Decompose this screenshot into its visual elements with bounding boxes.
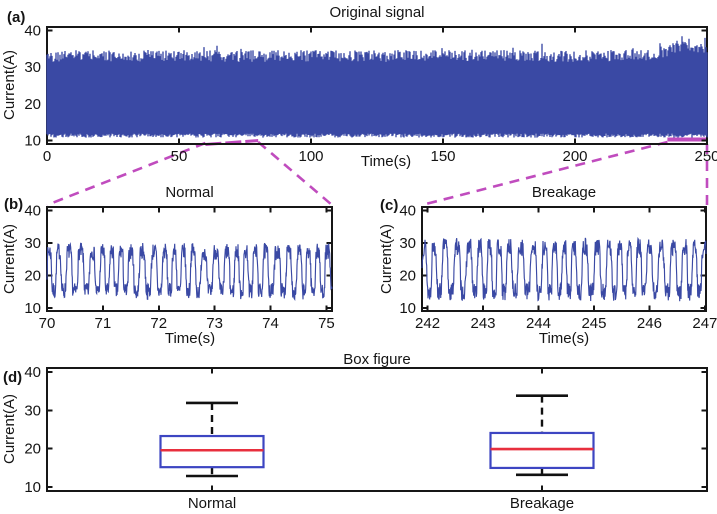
x-tick-label: 74 bbox=[262, 315, 279, 332]
y-tick-label: 10 bbox=[24, 300, 41, 317]
category-label: Normal bbox=[188, 495, 236, 512]
y-tick-label: 40 bbox=[399, 202, 416, 219]
axes-frame bbox=[46, 367, 708, 492]
y-tick-label: 30 bbox=[399, 235, 416, 252]
x-tick-label: 50 bbox=[171, 148, 188, 165]
y-tick-label: 10 bbox=[24, 132, 41, 149]
subplot-a: 0 50 100 150 200 250 10 20 30 40 Original signal Cu… bbox=[1, 4, 717, 170]
x-axis-label: Time(s) bbox=[361, 153, 411, 170]
y-axis-label: Current(A) bbox=[1, 50, 18, 120]
y-tick-label: 20 bbox=[24, 441, 41, 458]
subplot-title: Breakage bbox=[532, 184, 596, 201]
boxplot-breakage bbox=[489, 394, 595, 477]
subplot-title: Box figure bbox=[343, 351, 411, 368]
y-tick-label: 20 bbox=[24, 96, 41, 113]
panel-label-c: (c) bbox=[380, 197, 398, 214]
x-tick-label: 71 bbox=[95, 315, 112, 332]
panel-label-b: (b) bbox=[4, 196, 23, 213]
panel-label-d: (d) bbox=[3, 369, 22, 386]
subplot-c: 242 243 244 245 246 247 10 20 30 40 Breakage Curren… bbox=[378, 184, 717, 347]
boxplot-normal bbox=[159, 401, 265, 478]
x-tick-label: 244 bbox=[526, 315, 551, 332]
x-tick-label: 100 bbox=[298, 148, 323, 165]
y-axis-label: Current(A) bbox=[1, 224, 18, 294]
y-axis-label: Current(A) bbox=[378, 224, 395, 294]
y-tick-label: 30 bbox=[24, 235, 41, 252]
x-tick-label: 243 bbox=[471, 315, 496, 332]
subplot-d: 10 20 30 40 Box figure Current(A) (d) Normal Bre… bbox=[1, 351, 708, 512]
y-tick-label: 40 bbox=[24, 202, 41, 219]
signal-trace-c bbox=[421, 236, 707, 302]
callout-dash-line bbox=[421, 140, 668, 207]
x-tick-label: 246 bbox=[637, 315, 662, 332]
axes-frame bbox=[421, 206, 707, 312]
x-tick-label: 200 bbox=[562, 148, 587, 165]
x-axis-label: Time(s) bbox=[165, 330, 215, 347]
signal-trace-b bbox=[46, 242, 333, 302]
x-tick-label: 247 bbox=[692, 315, 717, 332]
subplot-b: 70 71 72 73 74 75 10 20 30 40 Normal Current(A) Time… bbox=[1, 184, 335, 347]
x-tick-label: 75 bbox=[318, 315, 335, 332]
iqr-box bbox=[159, 434, 265, 469]
y-tick-label: 30 bbox=[24, 402, 41, 419]
y-tick-label: 10 bbox=[24, 479, 41, 496]
panel-label-a: (a) bbox=[7, 9, 25, 26]
subplot-title: Normal bbox=[165, 184, 213, 201]
y-tick-label: 40 bbox=[24, 364, 41, 381]
category-label: Breakage bbox=[510, 495, 574, 512]
callout-dash-line bbox=[46, 141, 206, 207]
x-tick-label: 250 bbox=[694, 148, 717, 165]
y-tick-label: 40 bbox=[24, 23, 41, 40]
x-tick-label: 245 bbox=[581, 315, 606, 332]
x-tick-label: 242 bbox=[415, 315, 440, 332]
x-axis-label: Time(s) bbox=[539, 330, 589, 347]
y-tick-label: 20 bbox=[399, 267, 416, 284]
x-tick-label: 70 bbox=[39, 315, 56, 332]
x-tick-label: 73 bbox=[206, 315, 223, 332]
signal-trace-a bbox=[46, 36, 708, 138]
y-tick-label: 20 bbox=[24, 267, 41, 284]
x-tick-label: 72 bbox=[150, 315, 167, 332]
x-tick-label: 150 bbox=[430, 148, 455, 165]
iqr-box bbox=[489, 431, 595, 470]
y-tick-label: 10 bbox=[399, 300, 416, 317]
subplot-title: Original signal bbox=[329, 4, 424, 21]
y-tick-label: 30 bbox=[24, 59, 41, 76]
x-tick-label: 0 bbox=[43, 148, 51, 165]
y-axis-label: Current(A) bbox=[1, 394, 18, 464]
